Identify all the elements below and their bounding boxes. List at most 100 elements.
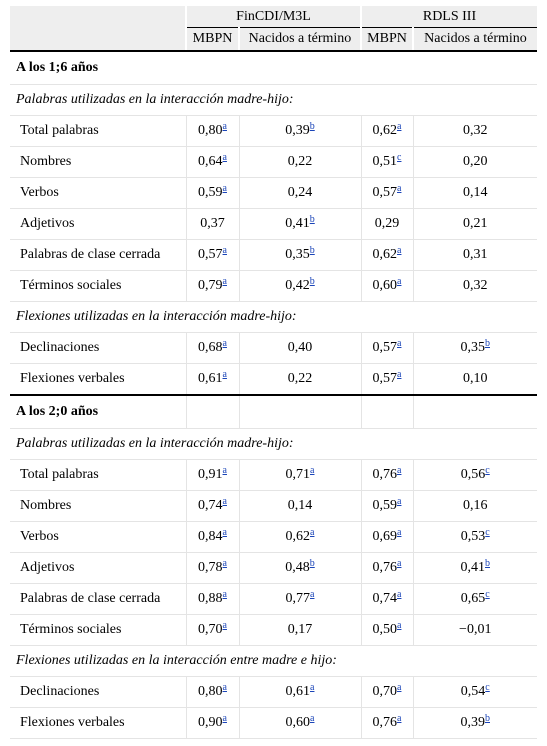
footnote-link[interactable]: a xyxy=(222,276,227,287)
footnote-link[interactable]: a xyxy=(397,338,402,349)
footnote-marker: c xyxy=(485,682,489,693)
correlation-value: 0,60 xyxy=(285,715,311,730)
value-cell: 0,24 xyxy=(238,177,361,209)
footnote-link[interactable]: a xyxy=(222,121,227,132)
footnote-link[interactable]: c xyxy=(485,465,490,476)
footnote-link[interactable]: c xyxy=(485,589,490,600)
correlation-value: 0,71 xyxy=(285,467,311,482)
value-cell: 0,71a xyxy=(238,459,361,491)
footnote-marker: a xyxy=(223,496,227,507)
correlation-value: 0,60 xyxy=(372,278,398,293)
footnote-marker: a xyxy=(397,682,401,693)
correlation-value: 0,70 xyxy=(372,684,398,699)
empty-cell xyxy=(185,394,239,429)
footnote-marker: a xyxy=(223,620,227,631)
footnote-link[interactable]: a xyxy=(397,496,402,507)
footnote-link[interactable]: a xyxy=(222,527,227,538)
correlation-value: 0,68 xyxy=(198,340,223,355)
correlation-value: 0,79 xyxy=(198,278,223,293)
correlation-value: 0,90 xyxy=(198,715,223,730)
value-cell: 0,16 xyxy=(412,490,537,522)
footnote-link[interactable]: a xyxy=(222,558,227,569)
footnote-link[interactable]: a xyxy=(397,713,402,724)
footnote-link[interactable]: a xyxy=(397,276,402,287)
row-label: Total palabras xyxy=(10,459,186,491)
value-cell: 0,59a xyxy=(360,490,413,522)
footnote-link[interactable]: a xyxy=(222,589,227,600)
footnote-link[interactable]: a xyxy=(222,338,227,349)
row-label: Palabras de clase cerrada xyxy=(10,583,186,615)
table-row: Nombres 0,64a 0,22 0,51c 0,20 xyxy=(10,146,537,178)
footnote-link[interactable]: a xyxy=(222,465,227,476)
footnote-link[interactable]: c xyxy=(485,682,490,693)
value-cell: 0,32 xyxy=(412,115,537,147)
footnote-link[interactable]: b xyxy=(309,214,315,225)
footnote-link[interactable]: a xyxy=(397,558,402,569)
table-row: Flexiones verbales 0,90a 0,60a 0,76a 0,39b xyxy=(10,707,537,739)
correlation-value: 0,53 xyxy=(460,529,486,544)
empty-cell xyxy=(413,51,537,85)
footnote-link[interactable]: a xyxy=(397,121,402,132)
footnote-marker: a xyxy=(397,527,401,538)
footnote-link[interactable]: a xyxy=(310,589,315,600)
value-cell: 0,57a xyxy=(360,363,413,396)
subsection-row: Palabras utilizadas en la interacción ma… xyxy=(10,428,537,460)
footnote-marker: a xyxy=(223,245,227,256)
footnote-link[interactable]: a xyxy=(397,620,402,631)
value-cell: 0,70a xyxy=(360,676,413,708)
row-label: Flexiones verbales xyxy=(10,363,186,396)
table-row: Verbos 0,84a 0,62a 0,69a 0,53c xyxy=(10,521,537,553)
footnote-link[interactable]: c xyxy=(485,527,490,538)
footnote-link[interactable]: a xyxy=(222,245,227,256)
footnote-marker: a xyxy=(223,589,227,600)
footnote-link[interactable]: b xyxy=(485,338,490,349)
footnote-link[interactable]: a xyxy=(310,527,315,538)
value-cell: 0,35b xyxy=(238,239,361,271)
row-label: Términos sociales xyxy=(10,614,186,646)
footnote-link[interactable]: a xyxy=(310,713,315,724)
footnote-link[interactable]: a xyxy=(222,713,227,724)
subsection-title: Flexiones utilizadas en la interacción m… xyxy=(10,301,537,333)
footnote-link[interactable]: a xyxy=(222,682,227,693)
footnote-link[interactable]: c xyxy=(397,152,402,163)
value-cell: 0,68a xyxy=(185,332,239,364)
value-cell: 0,54c xyxy=(412,676,537,708)
footnote-link[interactable]: b xyxy=(309,121,315,132)
row-label: Flexiones verbales xyxy=(10,707,186,739)
value-cell: 0,10 xyxy=(412,363,537,396)
footnote-link[interactable]: a xyxy=(397,682,402,693)
footnote-link[interactable]: a xyxy=(310,465,315,476)
correlation-value: 0,21 xyxy=(463,216,488,231)
footnote-link[interactable]: a xyxy=(222,620,227,631)
footnote-link[interactable]: a xyxy=(222,152,227,163)
footnote-marker: a xyxy=(397,183,401,194)
footnote-link[interactable]: b xyxy=(485,713,490,724)
value-cell: 0,40 xyxy=(238,332,361,364)
correlation-value: 0,31 xyxy=(463,247,488,262)
footnote-marker: a xyxy=(223,465,227,476)
footnote-link[interactable]: a xyxy=(222,496,227,507)
footnote-link[interactable]: b xyxy=(485,558,490,569)
footnote-marker: b xyxy=(310,245,315,256)
footnote-link[interactable]: a xyxy=(397,527,402,538)
footnote-link[interactable]: a xyxy=(222,183,227,194)
value-cell: 0,59a xyxy=(185,177,239,209)
footnote-marker: a xyxy=(397,276,401,287)
value-cell: 0,74a xyxy=(185,490,239,522)
row-label: Declinaciones xyxy=(10,676,186,708)
footnote-link[interactable]: a xyxy=(222,369,227,380)
footnote-link[interactable]: b xyxy=(309,558,315,569)
footnote-link[interactable]: b xyxy=(309,276,315,287)
footnote-link[interactable]: a xyxy=(397,183,402,194)
footnote-link[interactable]: a xyxy=(397,369,402,380)
row-label: Verbos xyxy=(10,177,186,209)
footnote-link[interactable]: a xyxy=(397,589,402,600)
footnote-link[interactable]: a xyxy=(397,465,402,476)
value-cell: 0,14 xyxy=(412,177,537,209)
footnote-link[interactable]: a xyxy=(310,682,315,693)
footnote-marker: a xyxy=(223,527,227,538)
footnote-link[interactable]: b xyxy=(309,245,315,256)
footnote-link[interactable]: a xyxy=(397,245,402,256)
empty-cell xyxy=(361,51,413,85)
footnote-marker: a xyxy=(310,589,314,600)
